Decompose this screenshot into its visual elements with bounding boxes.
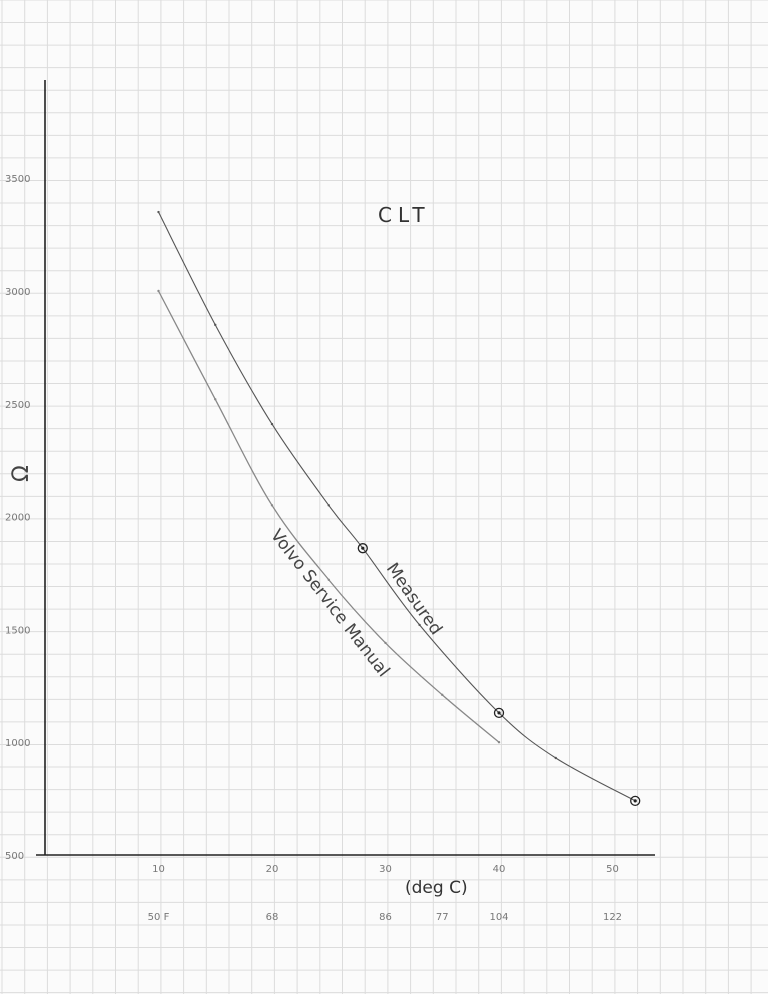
x-tick-label: 30 <box>379 864 392 875</box>
series-line <box>158 211 636 802</box>
data-point <box>327 578 330 581</box>
fahrenheit-label: 50 F <box>148 912 170 923</box>
data-point <box>270 422 274 426</box>
data-point <box>270 504 274 507</box>
series-label-measured: Measured <box>382 559 446 638</box>
chart-axes <box>36 80 655 856</box>
data-point <box>441 693 444 697</box>
y-tick-label: 3000 <box>5 287 30 298</box>
data-point <box>157 210 160 214</box>
data-point <box>497 741 501 744</box>
data-point <box>214 323 217 327</box>
series-measured <box>157 210 641 807</box>
fahrenheit-label: 77 <box>436 912 449 923</box>
y-tick-label: 3500 <box>5 174 30 185</box>
data-point <box>554 756 557 760</box>
x-tick-label: 40 <box>493 864 506 875</box>
measured-point-marker <box>630 795 641 807</box>
data-point <box>214 398 217 401</box>
tick-labels: 10 20 30 40 50 500 1000 1500 2000 2500 3000 3500 50 … <box>5 174 622 923</box>
y-tick-label: 2000 <box>5 513 30 524</box>
series-layer <box>157 210 641 807</box>
series-volvo-service-manual <box>157 289 501 744</box>
data-point <box>418 623 421 627</box>
x-tick-label: 10 <box>152 864 165 875</box>
y-tick-label: 1000 <box>5 738 30 749</box>
data-point <box>327 504 330 507</box>
x-tick-label: 50 <box>606 864 619 875</box>
chart-title: CLT <box>378 203 431 227</box>
y-tick-label: 1500 <box>5 625 30 636</box>
y-axis-label: Ω <box>9 465 34 482</box>
data-point <box>384 641 387 645</box>
x-tick-label: 20 <box>266 864 279 875</box>
x-axis-label: (deg C) <box>405 878 468 898</box>
y-tick-label: 2500 <box>5 400 30 411</box>
measured-point-center <box>497 711 501 715</box>
fahrenheit-label: 86 <box>379 912 392 923</box>
fahrenheit-label: 68 <box>266 912 279 923</box>
series-label-volvo-service-manual: Volvo Service Manual <box>266 526 393 681</box>
measured-point-center <box>361 546 365 550</box>
series-line <box>157 290 500 743</box>
fahrenheit-label: 104 <box>489 912 508 923</box>
fahrenheit-label: 122 <box>603 912 622 923</box>
measured-point-center <box>633 799 637 803</box>
measured-point-marker <box>357 543 368 554</box>
y-tick-label: 500 <box>5 851 24 862</box>
data-point <box>157 289 160 293</box>
measured-point-marker <box>493 707 505 719</box>
